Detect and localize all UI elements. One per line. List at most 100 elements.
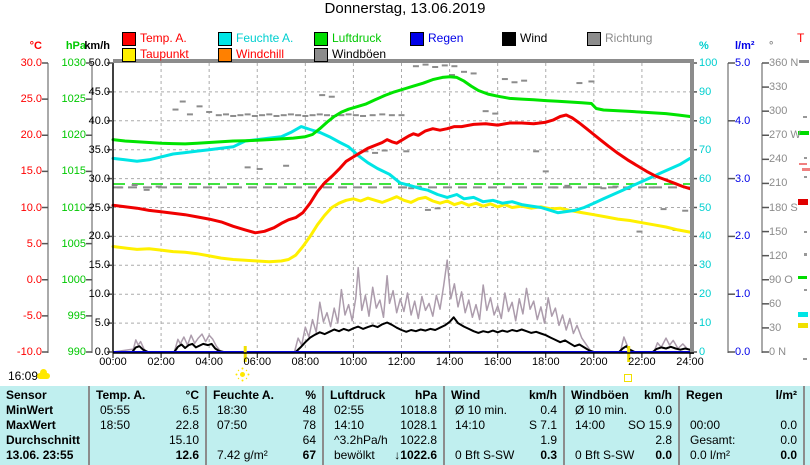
table-cell-value: 15.10 — [168, 433, 199, 447]
table-cell-text: ^3.2hPa/h — [334, 433, 388, 447]
axis-tick-label: 30.0 — [88, 172, 110, 185]
axis-tick-label: 60 — [699, 172, 712, 185]
table-cell-value: 1.9 — [540, 433, 557, 447]
table-cell-text: 7.42 g/m² — [217, 448, 268, 462]
axis-tick-label: 15.0 — [88, 259, 110, 272]
table-cell-value: 0.0 — [655, 403, 672, 417]
table-separator — [88, 386, 90, 465]
series-humidity — [111, 125, 692, 215]
sunrise-icon — [240, 372, 245, 377]
table-cell-text: 0.0 l/m² — [690, 448, 731, 462]
table-cell-value: S 7.1 — [528, 418, 557, 432]
table-cell-value: 1022.8 — [400, 433, 437, 447]
edge-cutoff-label: T — [797, 31, 805, 45]
table-cell-value: 0.0 — [780, 433, 797, 447]
table-col-name: Wind — [451, 388, 481, 402]
table-cell-value: 12.6 — [175, 448, 199, 462]
axis-tick-label: 35.0 — [88, 143, 110, 156]
legend-swatch-luftdruck — [314, 32, 328, 46]
axis-tick-label: 150 — [769, 225, 788, 238]
legend-swatch-windchill — [218, 48, 232, 62]
table-cell-text: 14:10 — [334, 418, 365, 432]
legend-swatch-wind — [502, 32, 516, 46]
table-cell-text: Gesamt: — [690, 433, 736, 447]
table-cell-text: 18:50 — [100, 418, 131, 432]
table-separator — [563, 386, 565, 465]
legend-swatch-regen — [410, 32, 424, 46]
table-cell-value: 6.5 — [182, 403, 199, 417]
edge-mark — [798, 276, 807, 279]
edge-mark — [799, 60, 809, 63]
axis-tick-label: 1030 — [61, 57, 86, 69]
table-separator — [205, 386, 207, 465]
axis-tick-label: 20.0 — [88, 230, 110, 243]
stats-table: Sensor MinWert MaxWert Durchschnitt 13.06. 2… — [0, 386, 810, 465]
table-cell-text: Ø 10 min. — [455, 403, 508, 417]
legend-swatch-tempa — [122, 32, 136, 46]
legend-label: Regen — [428, 31, 464, 45]
table-col-unit: km/h — [528, 388, 557, 402]
edge-mark — [803, 358, 807, 360]
table-cell-value: 0.0 — [780, 448, 797, 462]
table-col-name: Feuchte A. — [213, 388, 274, 402]
edge-mark — [804, 253, 807, 256]
table-header-sensor: Sensor — [6, 388, 47, 402]
axis-unit-lm: l/m² — [735, 40, 755, 52]
x-axis-label: 16:00 — [483, 356, 512, 368]
axis-tick-label: 20.0 — [20, 129, 42, 142]
table-cell-text: 14:10 — [455, 418, 486, 432]
axis-tick-label: 30 — [769, 321, 782, 334]
table-col-name: Regen — [686, 388, 723, 402]
table-separator — [803, 386, 805, 465]
table-row-header: 13.06. 23:55 — [6, 448, 74, 462]
axis-tick-label: 25.0 — [20, 93, 42, 106]
axis-tick-label: 1000 — [61, 273, 86, 286]
axis-tick-label: 990 — [67, 346, 86, 358]
table-cell-text: Ø 10 min. — [575, 403, 628, 417]
legend-swatch-windben — [314, 48, 328, 62]
table-cell-value: ↓1022.6 — [394, 448, 437, 462]
series-temp — [111, 113, 692, 235]
axis-tick-label: 40.0 — [88, 114, 110, 127]
table-col-name: Windböen — [571, 388, 629, 402]
legend-label: Richtung — [605, 31, 653, 45]
table-col-unit: % — [305, 388, 316, 402]
table-cell-text: 07:50 — [217, 418, 248, 432]
legend-swatch-feuchtea — [218, 32, 232, 46]
axis-tick-label: 0.0 — [94, 346, 110, 358]
axis-tick-label: 1005 — [61, 237, 86, 250]
table-cell-value: 64 — [302, 433, 316, 447]
table-row-header: MaxWert — [6, 418, 56, 432]
axis-tick-label: 1015 — [61, 165, 86, 178]
table-cell-text: 14:00 — [575, 418, 606, 432]
axis-tick-label: -5.0 — [23, 309, 42, 322]
axis-tick-label: 70 — [699, 143, 712, 156]
axis-tick-label: 210 — [769, 177, 788, 190]
edge-mark — [804, 289, 807, 291]
x-axis-label: 12:00 — [387, 356, 416, 368]
series-dewpoint — [111, 195, 692, 264]
legend-label: Wind — [520, 31, 548, 45]
table-cell-text: 05:55 — [100, 403, 131, 417]
axis-tick-label: 20 — [699, 288, 712, 301]
x-axis-label: 00:00 — [99, 356, 127, 368]
table-cell-value: 2.8 — [655, 433, 672, 447]
axis-tick-label: 0.0 — [735, 346, 751, 358]
axis-unit-%: % — [699, 40, 709, 52]
table-cell-value: SO 15.9 — [627, 418, 672, 432]
table-cell-value: 0.4 — [540, 403, 557, 417]
table-col-unit: km/h — [643, 388, 672, 402]
table-cell-value: 0.0 — [655, 448, 672, 462]
axis-tick-label: 10 — [699, 317, 712, 330]
edge-mark — [799, 163, 807, 165]
legend-swatch-taupunkt — [122, 48, 136, 62]
series-wind — [112, 316, 691, 353]
axis-tick-label: 120 — [769, 249, 788, 262]
edge-mark — [804, 176, 807, 178]
table-cell-text: 00:00 — [690, 418, 721, 432]
table-cell-text: bewölkt — [334, 448, 375, 462]
table-col-unit: °C — [185, 388, 199, 402]
axis-tick-label: 25.0 — [88, 201, 110, 214]
